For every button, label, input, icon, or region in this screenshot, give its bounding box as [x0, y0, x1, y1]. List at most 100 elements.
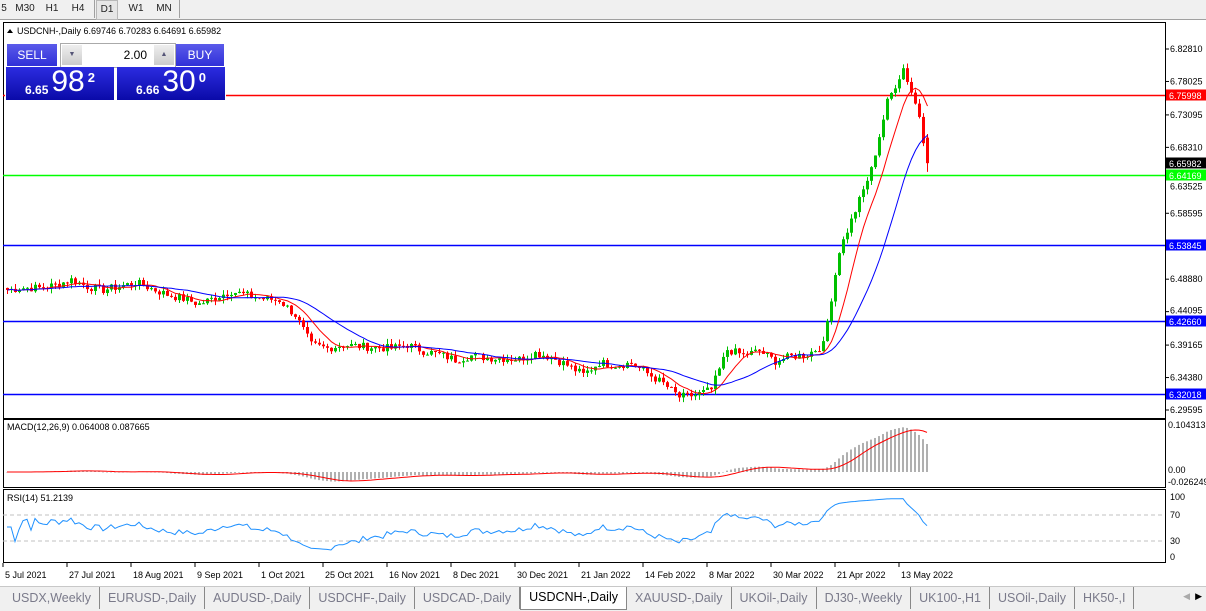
candle[interactable] — [410, 343, 413, 348]
candle[interactable] — [342, 346, 345, 348]
chart-tab[interactable]: USDX,Weekly — [4, 587, 100, 609]
candle[interactable] — [534, 351, 537, 359]
candle[interactable] — [74, 278, 77, 285]
candle[interactable] — [542, 355, 545, 358]
candle[interactable] — [482, 353, 485, 361]
candle[interactable] — [722, 356, 725, 369]
candle[interactable] — [394, 344, 397, 349]
candle[interactable] — [758, 349, 761, 351]
candle[interactable] — [42, 287, 45, 289]
candle[interactable] — [86, 284, 89, 290]
candle[interactable] — [274, 299, 277, 301]
candle[interactable] — [882, 119, 885, 138]
candle[interactable] — [334, 347, 337, 352]
candle[interactable] — [506, 359, 509, 362]
candle[interactable] — [710, 387, 713, 390]
candle[interactable] — [834, 275, 837, 302]
candle[interactable] — [674, 386, 677, 393]
candle[interactable] — [450, 355, 453, 360]
candle[interactable] — [142, 280, 145, 286]
candle[interactable] — [766, 352, 769, 354]
candle[interactable] — [846, 232, 849, 240]
candle[interactable] — [94, 284, 97, 292]
candle[interactable] — [162, 290, 165, 295]
candle[interactable] — [498, 358, 501, 360]
candle[interactable] — [250, 291, 253, 298]
candle[interactable] — [894, 88, 897, 93]
candle[interactable] — [874, 155, 877, 168]
candle[interactable] — [586, 370, 589, 373]
candle[interactable] — [358, 343, 361, 349]
candle[interactable] — [458, 362, 461, 364]
candle[interactable] — [286, 305, 289, 307]
buy-button[interactable]: BUY — [176, 44, 224, 66]
candle[interactable] — [58, 283, 61, 288]
candle[interactable] — [430, 350, 433, 355]
candle[interactable] — [102, 285, 105, 293]
candle[interactable] — [106, 289, 109, 293]
candle[interactable] — [378, 346, 381, 349]
lot-stepper[interactable]: ▼ 2.00 ▲ — [60, 43, 176, 68]
candle[interactable] — [858, 197, 861, 213]
candle[interactable] — [234, 292, 237, 295]
candle[interactable] — [486, 357, 489, 361]
chart-tab[interactable]: USDCNH-,Daily — [520, 587, 627, 610]
candle[interactable] — [6, 287, 9, 290]
candle[interactable] — [842, 239, 845, 254]
candle[interactable] — [350, 344, 353, 347]
candle[interactable] — [130, 283, 133, 286]
candle[interactable] — [154, 288, 157, 292]
candle[interactable] — [734, 348, 737, 355]
candle[interactable] — [218, 298, 221, 301]
candle[interactable] — [178, 294, 181, 301]
lot-input[interactable]: 2.00 — [123, 48, 147, 62]
candle[interactable] — [682, 392, 685, 398]
candle[interactable] — [878, 137, 881, 156]
candle[interactable] — [370, 348, 373, 351]
candle[interactable] — [442, 352, 445, 354]
candle[interactable] — [622, 366, 625, 369]
candle[interactable] — [694, 395, 697, 397]
candle[interactable] — [454, 355, 457, 363]
candle[interactable] — [690, 392, 693, 397]
candle[interactable] — [270, 296, 273, 300]
candle[interactable] — [850, 218, 853, 233]
candle[interactable] — [854, 212, 857, 219]
candle[interactable] — [706, 387, 709, 390]
candle[interactable] — [890, 92, 893, 99]
candle[interactable] — [126, 283, 129, 286]
candle[interactable] — [26, 287, 29, 289]
candle[interactable] — [278, 300, 281, 302]
candle[interactable] — [830, 301, 833, 322]
candle[interactable] — [34, 284, 37, 292]
candle[interactable] — [462, 361, 465, 363]
chart-tab[interactable]: UKOil-,Daily — [732, 587, 817, 609]
candle[interactable] — [306, 327, 309, 334]
tab-scroll-arrows-icon[interactable]: ◀ ▶ — [1183, 591, 1202, 601]
candle[interactable] — [338, 346, 341, 348]
candle[interactable] — [322, 344, 325, 347]
candle[interactable] — [646, 367, 649, 374]
candle[interactable] — [470, 355, 473, 361]
candle[interactable] — [898, 79, 901, 89]
candle[interactable] — [150, 288, 153, 290]
sell-price[interactable]: 6.65 98 2 — [6, 67, 114, 100]
chart-tab[interactable]: XAUUSD-,Daily — [627, 587, 732, 609]
candle[interactable] — [558, 359, 561, 366]
candle[interactable] — [198, 303, 201, 305]
collapse-triangle-icon[interactable] — [7, 29, 13, 33]
candle[interactable] — [582, 368, 585, 373]
candle[interactable] — [246, 291, 249, 294]
candle[interactable] — [590, 370, 593, 372]
chart-tab[interactable]: HK50-,I — [1075, 587, 1135, 609]
candle[interactable] — [926, 137, 929, 164]
chart-tab[interactable]: UK100-,H1 — [911, 587, 990, 609]
candle[interactable] — [658, 377, 661, 382]
candle[interactable] — [50, 283, 53, 289]
candle[interactable] — [574, 365, 577, 372]
candle[interactable] — [598, 365, 601, 367]
chart-canvas[interactable]: 6.82810 6.78025 6.73095 6.68310 6.63525 6.585… — [0, 20, 1206, 586]
candle[interactable] — [502, 358, 505, 362]
candle[interactable] — [90, 289, 93, 292]
candle[interactable] — [614, 367, 617, 369]
